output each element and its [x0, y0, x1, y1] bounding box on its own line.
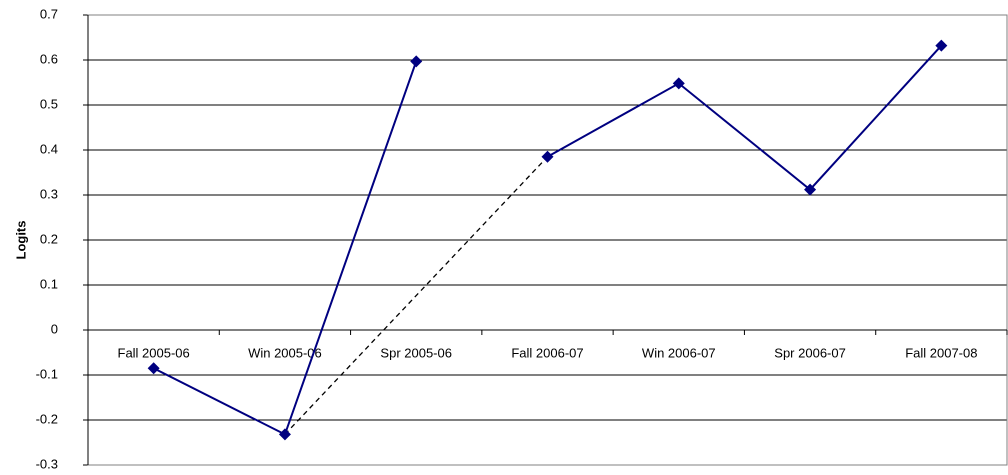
marker [278, 428, 291, 441]
y-tick-label: 0.3 [40, 186, 58, 201]
y-tick-label: -0.3 [36, 456, 58, 471]
y-tick-label: 0.2 [40, 231, 58, 246]
x-tick-label: Fall 2007-08 [905, 345, 977, 360]
y-tick-label: -0.1 [36, 366, 58, 381]
y-tick-label: 0.7 [40, 6, 58, 21]
marker [410, 55, 423, 68]
x-tick-label: Win 2006-07 [642, 345, 716, 360]
x-tick-label: Fall 2006-07 [511, 345, 583, 360]
x-tick-label: Spr 2005-06 [380, 345, 452, 360]
y-tick-label: 0.4 [40, 141, 58, 156]
line [153, 61, 418, 436]
y-axis-label: Logits [13, 221, 28, 260]
marker [541, 150, 554, 163]
x-tick-label: Fall 2005-06 [118, 345, 190, 360]
y-tick-label: 0.1 [40, 276, 58, 291]
x-tick-label: Spr 2006-07 [774, 345, 846, 360]
marker [672, 77, 685, 90]
y-tick-label: 0 [51, 321, 58, 336]
dashed-connector [284, 156, 548, 435]
marker [804, 183, 817, 196]
line [547, 44, 943, 191]
x-tick-label: Win 2005-06 [248, 345, 322, 360]
marker [147, 362, 160, 375]
marker [935, 39, 948, 52]
y-tick-label: 0.6 [40, 51, 58, 66]
y-tick-label: 0.5 [40, 96, 58, 111]
y-tick-label: -0.2 [36, 411, 58, 426]
